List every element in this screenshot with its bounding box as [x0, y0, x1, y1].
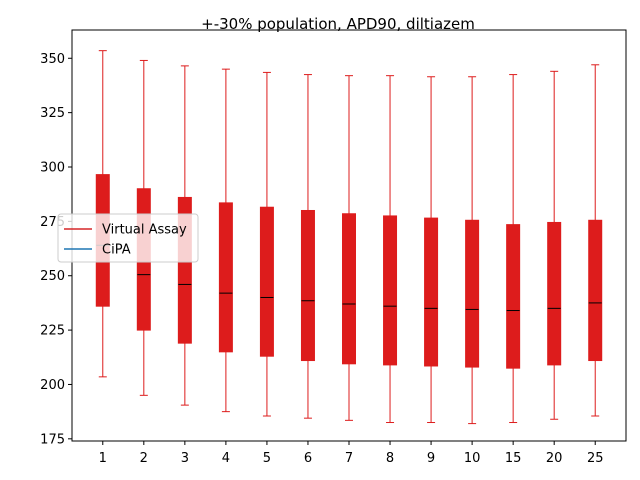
- x-tick-label: 15: [505, 451, 522, 466]
- box-group: [259, 71, 274, 417]
- x-tick-label: 1: [99, 451, 107, 466]
- box-group: [465, 76, 480, 425]
- box-iqr: [259, 206, 274, 357]
- y-tick-label: 350: [40, 52, 65, 67]
- box-group: [300, 74, 315, 419]
- x-tick-label: 8: [386, 451, 394, 466]
- x-tick-label: 3: [181, 451, 189, 466]
- x-tick-label: 7: [345, 451, 353, 466]
- x-tick-label: 2: [140, 451, 148, 466]
- box-iqr: [300, 209, 315, 362]
- box-group: [342, 75, 356, 421]
- x-tick-label: 20: [546, 451, 563, 466]
- x-tick-label: 10: [464, 451, 481, 466]
- box-iqr: [506, 224, 521, 369]
- box-group: [588, 64, 603, 417]
- box-iqr: [383, 215, 398, 366]
- box-iqr: [588, 219, 603, 362]
- x-axis: 1 2 3 4 5 6 7 8 9 10 15 20 25: [99, 441, 604, 466]
- x-tick-label: 4: [222, 451, 230, 466]
- chart-title: +-30% population, APD90, diltiazem: [201, 15, 475, 33]
- box-group: [547, 70, 562, 420]
- x-tick-label: 9: [427, 451, 435, 466]
- box-iqr: [342, 213, 356, 365]
- box-group: [383, 75, 398, 424]
- x-tick-label: 5: [263, 451, 271, 466]
- legend-frame: [57, 213, 199, 263]
- box-iqr: [218, 202, 233, 353]
- legend-label: CiPA: [102, 243, 131, 258]
- box-iqr: [547, 221, 562, 366]
- y-tick-label: 325: [40, 106, 65, 121]
- y-tick-label: 225: [40, 324, 65, 339]
- legend: Virtual Assay CiPA: [57, 213, 199, 263]
- y-tick-label: 175: [40, 432, 65, 447]
- box-iqr: [465, 219, 480, 368]
- legend-label: Virtual Assay: [102, 223, 187, 238]
- box-group: [506, 74, 521, 424]
- box-group: [218, 68, 233, 413]
- y-tick-label: 300: [40, 161, 65, 176]
- x-tick-label: 6: [304, 451, 312, 466]
- y-tick-label: 250: [40, 269, 65, 284]
- box-iqr: [424, 217, 439, 367]
- y-tick-label: 200: [40, 378, 65, 393]
- box-group: [424, 76, 439, 424]
- x-tick-label: 25: [587, 451, 604, 466]
